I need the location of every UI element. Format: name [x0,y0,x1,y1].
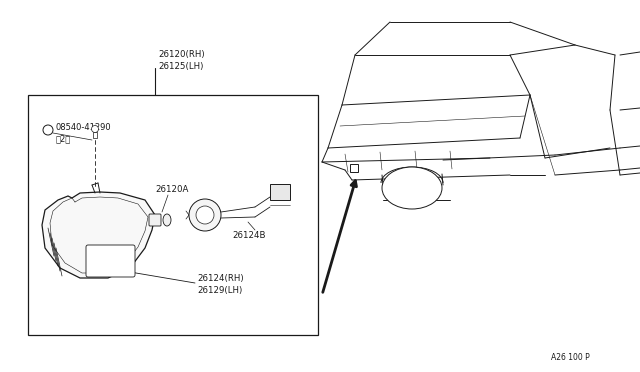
Bar [93,132,97,138]
Text: 08540-41290: 08540-41290 [56,124,111,132]
Ellipse shape [382,167,442,209]
Text: 26120(RH): 26120(RH) [158,51,205,60]
Circle shape [189,199,221,231]
Circle shape [196,206,214,224]
Ellipse shape [385,169,439,207]
Circle shape [43,125,53,135]
Text: A26 100 P: A26 100 P [551,353,590,362]
Text: 26124B: 26124B [232,231,266,240]
Text: 〈2〉: 〈2〉 [56,135,71,144]
FancyBboxPatch shape [149,214,161,226]
Text: 26129(LH): 26129(LH) [197,285,243,295]
Text: 26125(LH): 26125(LH) [158,62,204,71]
Polygon shape [42,192,155,278]
Circle shape [92,125,99,132]
Text: S: S [45,128,51,132]
Text: 26120A: 26120A [155,186,188,195]
Bar [350,164,358,172]
Bar [270,184,290,200]
Text: C: C [153,217,157,221]
FancyBboxPatch shape [86,245,135,277]
Ellipse shape [163,214,171,226]
Text: 26124(RH): 26124(RH) [197,275,244,283]
Bar [28,95,318,335]
